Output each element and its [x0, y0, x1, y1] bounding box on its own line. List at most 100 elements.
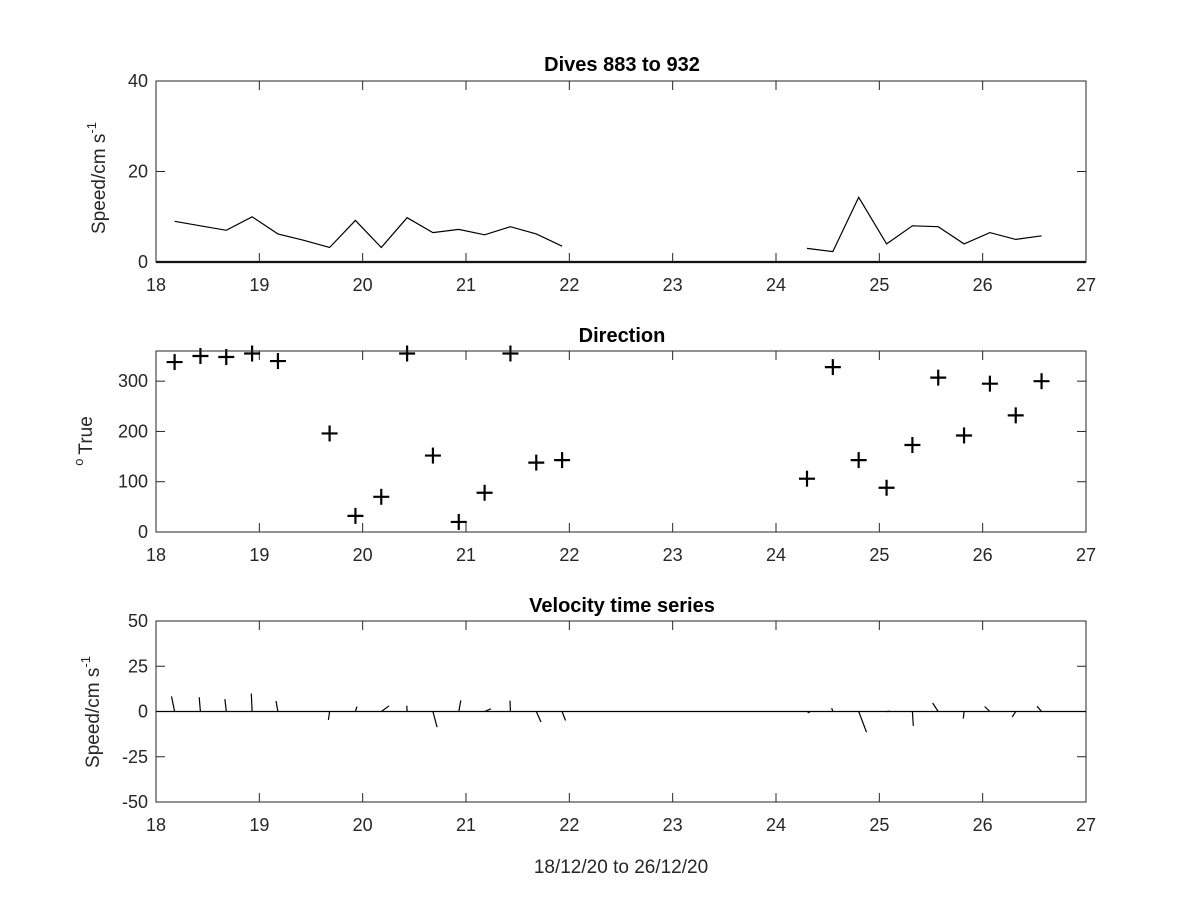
speed-ytick-label: 40: [128, 71, 148, 91]
speed-series-line: [174, 216, 563, 249]
speed-xtick-label: 22: [559, 275, 579, 295]
direction-point: [981, 375, 998, 392]
direction-point: [424, 447, 441, 464]
direction-xtick-label: 25: [869, 545, 889, 565]
speed-xtick-label: 26: [973, 275, 993, 295]
velocity-panel-ylabel: Speed/cm s-1: [78, 656, 104, 768]
direction-ytick-label: 100: [118, 472, 148, 492]
velocity-xtick-label: 19: [249, 815, 269, 835]
velocity-stick: [224, 699, 227, 712]
velocity-stick: [458, 700, 462, 712]
velocity-stick: [561, 711, 567, 721]
direction-panel: Direction o True 18 19 20 21 22 23 24 25 26 27 0 100…: [71, 325, 1096, 565]
direction-point: [321, 425, 338, 442]
direction-point: [166, 354, 183, 371]
velocity-panel: Velocity time series Speed/cm s-1 18/12/…: [78, 595, 1096, 878]
direction-point: [824, 359, 841, 376]
velocity-ytick-label: 0: [138, 702, 148, 722]
direction-panel-frame: [155, 350, 1087, 533]
velocity-panel-sticks: [156, 693, 1086, 733]
direction-panel-ylabel: o True: [71, 416, 97, 466]
speed-series-line: [806, 196, 1042, 253]
velocity-stick: [1011, 711, 1017, 718]
speed-xtick-label: 18: [146, 275, 166, 295]
velocity-xtick-label: 22: [559, 815, 579, 835]
direction-xtick-label: 23: [663, 545, 683, 565]
speed-panel-ticks: 18 19 20 21 22 23 24 25 26 27 0 20 40: [128, 71, 1096, 295]
direction-point: [930, 369, 947, 386]
velocity-ytick-label: 25: [128, 656, 148, 676]
speed-xtick-label: 23: [663, 275, 683, 295]
direction-xtick-label: 21: [456, 545, 476, 565]
velocity-stick: [831, 707, 834, 712]
velocity-ytick-label: 50: [128, 611, 148, 631]
direction-point: [347, 507, 364, 524]
direction-point: [1007, 407, 1024, 424]
direction-point: [554, 452, 571, 469]
speed-xtick-label: 25: [869, 275, 889, 295]
speed-panel-title: Dives 883 to 932: [544, 54, 700, 76]
speed-xtick-label: 24: [766, 275, 786, 295]
direction-point: [799, 470, 815, 487]
velocity-stick: [275, 700, 279, 712]
direction-panel-markers: [166, 345, 1050, 530]
velocity-panel-ticks: 18 19 20 21 22 23 24 25 26 27 -50 -25 0 25 50: [122, 611, 1096, 835]
speed-panel-ylabel: Speed/cm s-1: [84, 122, 110, 234]
direction-point: [450, 513, 467, 530]
velocity-stick: [984, 706, 991, 712]
velocity-stick: [250, 693, 253, 712]
velocity-xtick-label: 20: [353, 815, 373, 835]
speed-panel: Dives 883 to 932 Speed/cm s-1 18 19 20 21 22…: [84, 54, 1096, 295]
direction-panel-ylabel-text: True: [76, 416, 97, 454]
velocity-ytick-label: -25: [122, 747, 148, 767]
velocity-stick: [327, 711, 331, 720]
velocity-stick: [198, 697, 201, 712]
velocity-xtick-label: 25: [869, 815, 889, 835]
direction-point: [269, 353, 286, 370]
direction-xtick-label: 18: [146, 545, 166, 565]
direction-xtick-label: 20: [353, 545, 373, 565]
velocity-stick: [962, 711, 965, 719]
speed-panel-frame: [155, 80, 1087, 263]
velocity-stick: [535, 711, 542, 723]
speed-ytick-label: 20: [128, 162, 148, 182]
direction-point: [502, 345, 519, 362]
velocity-ytick-label: -50: [122, 792, 148, 812]
velocity-stick: [858, 711, 868, 733]
speed-panel-ylabel-text: Speed/cm s: [89, 134, 110, 234]
velocity-panel-ylabel-text: Speed/cm s: [83, 668, 104, 768]
speed-panel-ylabel-superscript: -1: [84, 122, 99, 134]
direction-point: [244, 345, 261, 362]
direction-xtick-label: 27: [1076, 545, 1096, 565]
direction-panel-ticks: 18 19 20 21 22 23 24 25 26 27 0 100 200 300: [118, 351, 1096, 565]
velocity-xtick-label: 27: [1076, 815, 1096, 835]
velocity-panel-ylabel-superscript: -1: [78, 656, 93, 668]
velocity-stick: [380, 705, 390, 712]
direction-point: [399, 345, 416, 362]
velocity-stick: [911, 711, 914, 726]
velocity-stick: [1036, 705, 1043, 712]
velocity-xtick-label: 26: [973, 815, 993, 835]
velocity-panel-xlabel: 18/12/20 to 26/12/20: [534, 857, 708, 878]
direction-ytick-label: 0: [138, 522, 148, 542]
direction-xtick-label: 26: [973, 545, 993, 565]
direction-xtick-label: 24: [766, 545, 786, 565]
velocity-xtick-label: 24: [766, 815, 786, 835]
direction-point: [904, 437, 921, 454]
direction-panel-title: Direction: [579, 325, 666, 347]
direction-panel-ylabel-degree: o: [71, 459, 86, 466]
direction-ytick-label: 300: [118, 371, 148, 391]
direction-point: [373, 488, 390, 505]
velocity-panel-title: Velocity time series: [529, 595, 715, 617]
direction-xtick-label: 19: [249, 545, 269, 565]
velocity-panel-frame: [155, 620, 1087, 803]
direction-point: [850, 452, 867, 469]
direction-point: [476, 484, 493, 501]
direction-point: [956, 427, 973, 444]
speed-ytick-label: 0: [138, 252, 148, 272]
velocity-stick: [484, 708, 492, 713]
direction-ytick-label: 200: [118, 421, 148, 441]
direction-xtick-label: 22: [559, 545, 579, 565]
speed-xtick-label: 21: [456, 275, 476, 295]
